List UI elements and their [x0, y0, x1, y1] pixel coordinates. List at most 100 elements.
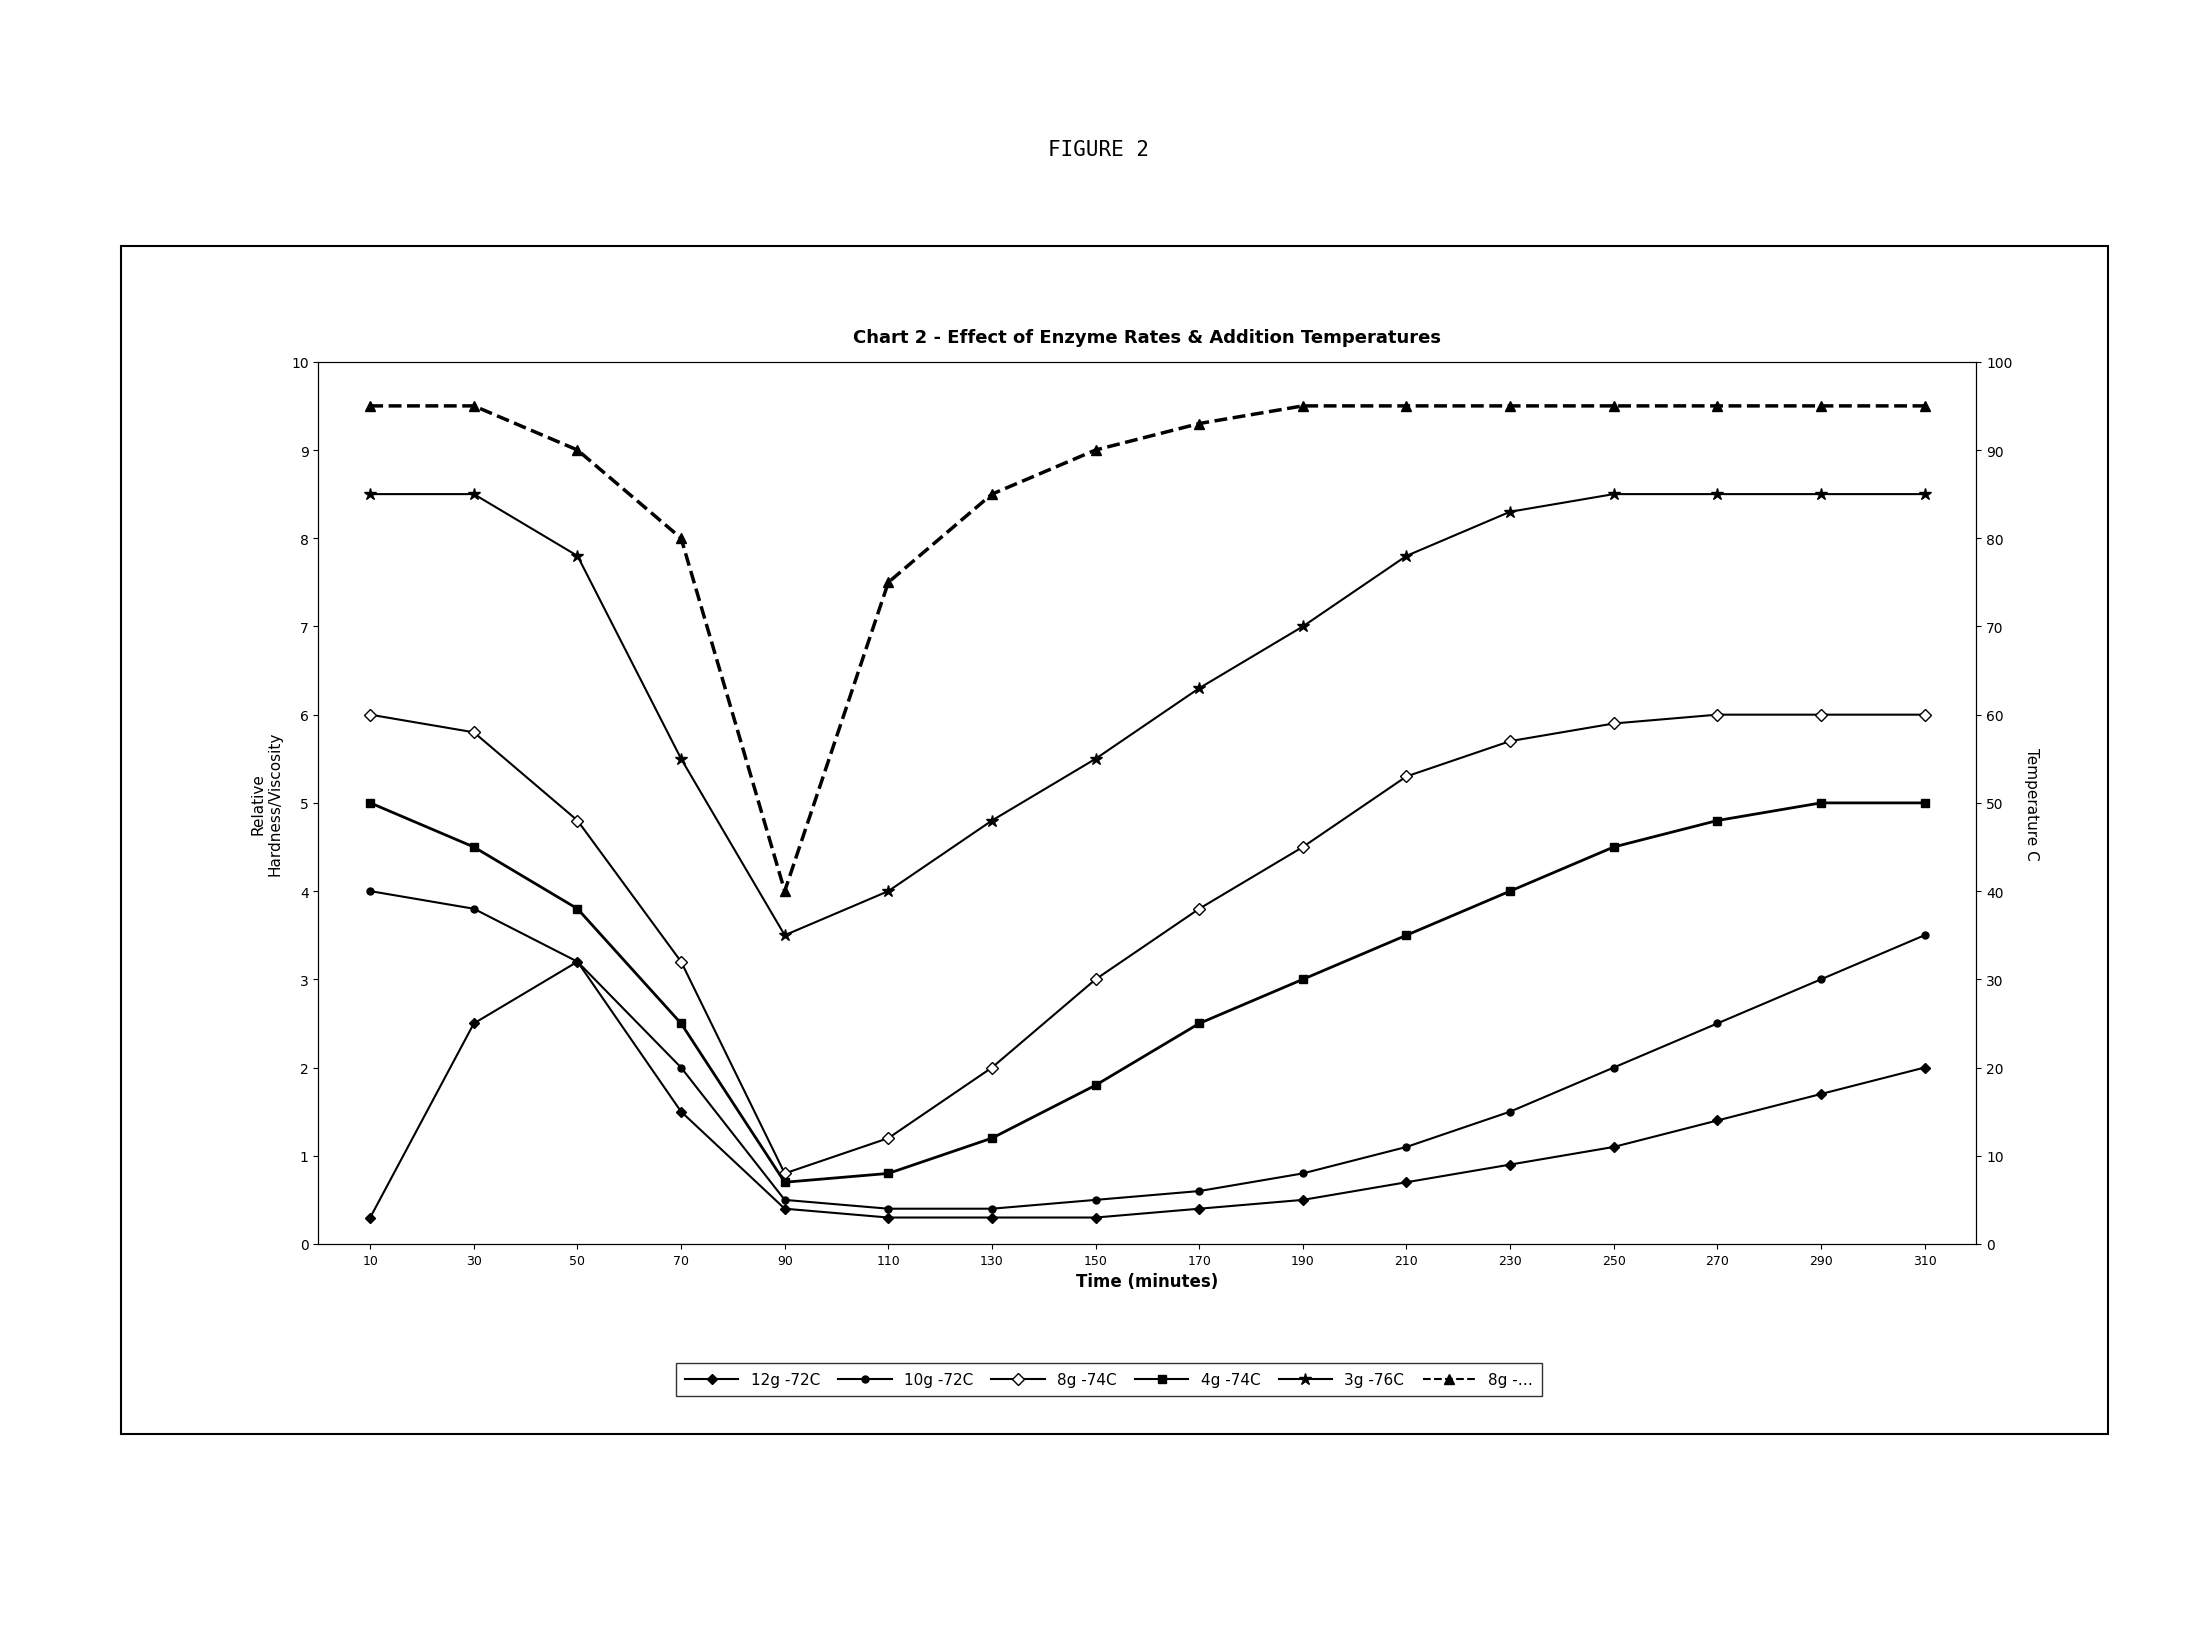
4g -74C: [1289, 969, 1315, 989]
Line: 8g -74C: 8g -74C: [367, 710, 1928, 1178]
Line: 10g -72C: 10g -72C: [367, 888, 1928, 1213]
12g -72C: [1289, 1190, 1315, 1210]
8g -t: [668, 529, 694, 549]
4g -74C: [1186, 1014, 1212, 1033]
8g -74C: [771, 1163, 797, 1183]
12g -72C: [979, 1208, 1006, 1228]
10g -72C: [358, 882, 384, 901]
X-axis label: Time (minutes): Time (minutes): [1076, 1272, 1219, 1290]
10g -72C: [1601, 1058, 1627, 1078]
8g -t: [1807, 397, 1834, 417]
Line: 3g -76C: 3g -76C: [365, 488, 1930, 943]
8g -74C: [979, 1058, 1006, 1078]
Line: 4g -74C: 4g -74C: [367, 799, 1928, 1187]
10g -72C: [979, 1200, 1006, 1220]
4g -74C: [668, 1014, 694, 1033]
3g -76C: [1807, 485, 1834, 504]
8g -t: [1498, 397, 1524, 417]
4g -74C: [1911, 793, 1937, 812]
10g -72C: [461, 900, 488, 920]
3g -76C: [358, 485, 384, 504]
8g -74C: [1807, 705, 1834, 725]
4g -74C: [1498, 882, 1524, 901]
10g -72C: [668, 1058, 694, 1078]
4g -74C: [876, 1163, 903, 1183]
3g -76C: [1911, 485, 1937, 504]
12g -72C: [1601, 1137, 1627, 1157]
3g -76C: [1289, 616, 1315, 636]
8g -t: [1289, 397, 1315, 417]
8g -74C: [1186, 900, 1212, 920]
Line: 8g -t: 8g -t: [365, 402, 1930, 897]
10g -72C: [876, 1200, 903, 1220]
12g -72C: [1911, 1058, 1937, 1078]
8g -t: [1186, 414, 1212, 433]
4g -74C: [979, 1129, 1006, 1149]
8g -t: [876, 574, 903, 593]
4g -74C: [771, 1173, 797, 1193]
8g -74C: [358, 705, 384, 725]
8g -74C: [461, 723, 488, 743]
12g -72C: [1186, 1200, 1212, 1220]
3g -76C: [771, 926, 797, 946]
10g -72C: [1186, 1182, 1212, 1201]
4g -74C: [1601, 837, 1627, 857]
12g -72C: [1704, 1111, 1730, 1131]
12g -72C: [876, 1208, 903, 1228]
8g -74C: [1704, 705, 1730, 725]
8g -74C: [1392, 766, 1419, 786]
12g -72C: [1392, 1173, 1419, 1193]
4g -74C: [358, 793, 384, 812]
4g -74C: [1083, 1076, 1109, 1096]
8g -t: [564, 440, 591, 460]
3g -76C: [1392, 547, 1419, 567]
4g -74C: [461, 837, 488, 857]
8g -74C: [1083, 969, 1109, 989]
3g -76C: [564, 547, 591, 567]
Legend: 12g -72C, 10g -72C, 8g -74C, 4g -74C, 3g -76C, 8g -…: 12g -72C, 10g -72C, 8g -74C, 4g -74C, 3g…: [676, 1363, 1542, 1396]
4g -74C: [1807, 793, 1834, 812]
4g -74C: [564, 900, 591, 920]
10g -72C: [1807, 969, 1834, 989]
12g -72C: [358, 1208, 384, 1228]
Text: FIGURE 2: FIGURE 2: [1047, 140, 1149, 160]
Title: Chart 2 - Effect of Enzyme Rates & Addition Temperatures: Chart 2 - Effect of Enzyme Rates & Addit…: [854, 330, 1441, 348]
4g -74C: [1392, 926, 1419, 946]
8g -t: [1392, 397, 1419, 417]
8g -t: [358, 397, 384, 417]
12g -72C: [1498, 1155, 1524, 1175]
3g -76C: [979, 811, 1006, 831]
8g -74C: [1911, 705, 1937, 725]
8g -74C: [1601, 714, 1627, 733]
10g -72C: [1911, 926, 1937, 946]
8g -t: [461, 397, 488, 417]
8g -74C: [668, 953, 694, 972]
8g -74C: [1289, 837, 1315, 857]
8g -74C: [876, 1129, 903, 1149]
Y-axis label: Relative
Hardness/Viscosity: Relative Hardness/Viscosity: [250, 732, 283, 875]
4g -74C: [1704, 811, 1730, 831]
8g -t: [1601, 397, 1627, 417]
3g -76C: [1704, 485, 1730, 504]
Line: 12g -72C: 12g -72C: [367, 959, 1928, 1221]
12g -72C: [1807, 1084, 1834, 1104]
8g -t: [771, 882, 797, 901]
10g -72C: [1704, 1014, 1730, 1033]
3g -76C: [1083, 750, 1109, 770]
10g -72C: [1392, 1137, 1419, 1157]
8g -t: [1704, 397, 1730, 417]
8g -t: [1083, 440, 1109, 460]
3g -76C: [1186, 679, 1212, 699]
12g -72C: [771, 1200, 797, 1220]
10g -72C: [564, 953, 591, 972]
12g -72C: [668, 1103, 694, 1122]
3g -76C: [461, 485, 488, 504]
8g -74C: [1498, 732, 1524, 751]
3g -76C: [1498, 503, 1524, 522]
12g -72C: [1083, 1208, 1109, 1228]
10g -72C: [1083, 1190, 1109, 1210]
8g -74C: [564, 811, 591, 831]
8g -t: [979, 485, 1006, 504]
3g -76C: [876, 882, 903, 901]
12g -72C: [461, 1014, 488, 1033]
